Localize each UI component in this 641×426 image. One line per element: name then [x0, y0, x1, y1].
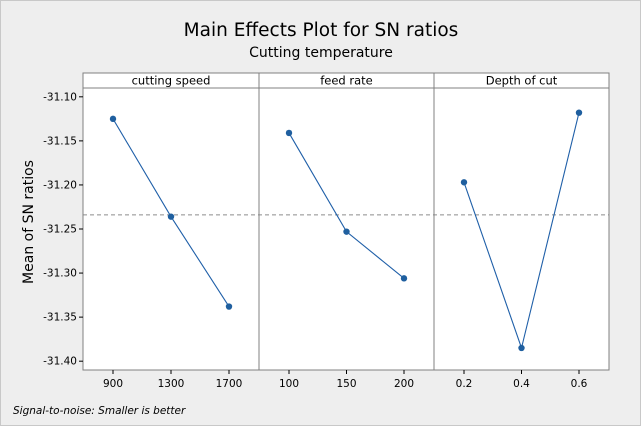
data-point — [460, 179, 468, 186]
y-tick-label: -31.35 — [43, 312, 77, 324]
x-tick-label: 0.4 — [513, 378, 530, 390]
data-point — [518, 344, 525, 352]
footnote: Signal-to-noise: Smaller is better — [13, 405, 186, 417]
data-point — [225, 303, 233, 310]
x-tick-label: 900 — [103, 378, 123, 390]
y-tick-label: -31.40 — [43, 356, 77, 368]
x-tick-label: 1700 — [216, 378, 243, 390]
y-tick-label: -31.25 — [43, 224, 77, 236]
data-point — [285, 129, 293, 137]
y-tick-label: -31.20 — [43, 179, 77, 191]
y-tick-label: -31.15 — [43, 135, 77, 147]
x-tick-label: 0.6 — [571, 378, 588, 390]
panel-header-label: cutting speed — [132, 74, 211, 88]
y-tick-label: -31.10 — [43, 91, 77, 103]
x-tick-label: 1300 — [158, 378, 185, 390]
data-point — [575, 109, 583, 116]
data-point — [400, 275, 408, 282]
y-axis-label: Mean of SN ratios — [21, 160, 37, 284]
chart-title: Main Effects Plot for SN ratios — [184, 20, 459, 41]
data-point — [167, 213, 175, 220]
data-point — [109, 115, 117, 123]
x-tick-label: 100 — [279, 378, 299, 390]
panel-header-label: feed rate — [320, 74, 373, 88]
data-point — [343, 228, 350, 235]
panel-header-label: Depth of cut — [486, 74, 558, 88]
chart-subtitle: Cutting temperature — [249, 45, 393, 61]
x-tick-label: 200 — [394, 378, 414, 390]
x-tick-label: 0.2 — [456, 378, 473, 390]
y-tick-label: -31.30 — [43, 268, 77, 280]
x-tick-label: 150 — [336, 378, 356, 390]
